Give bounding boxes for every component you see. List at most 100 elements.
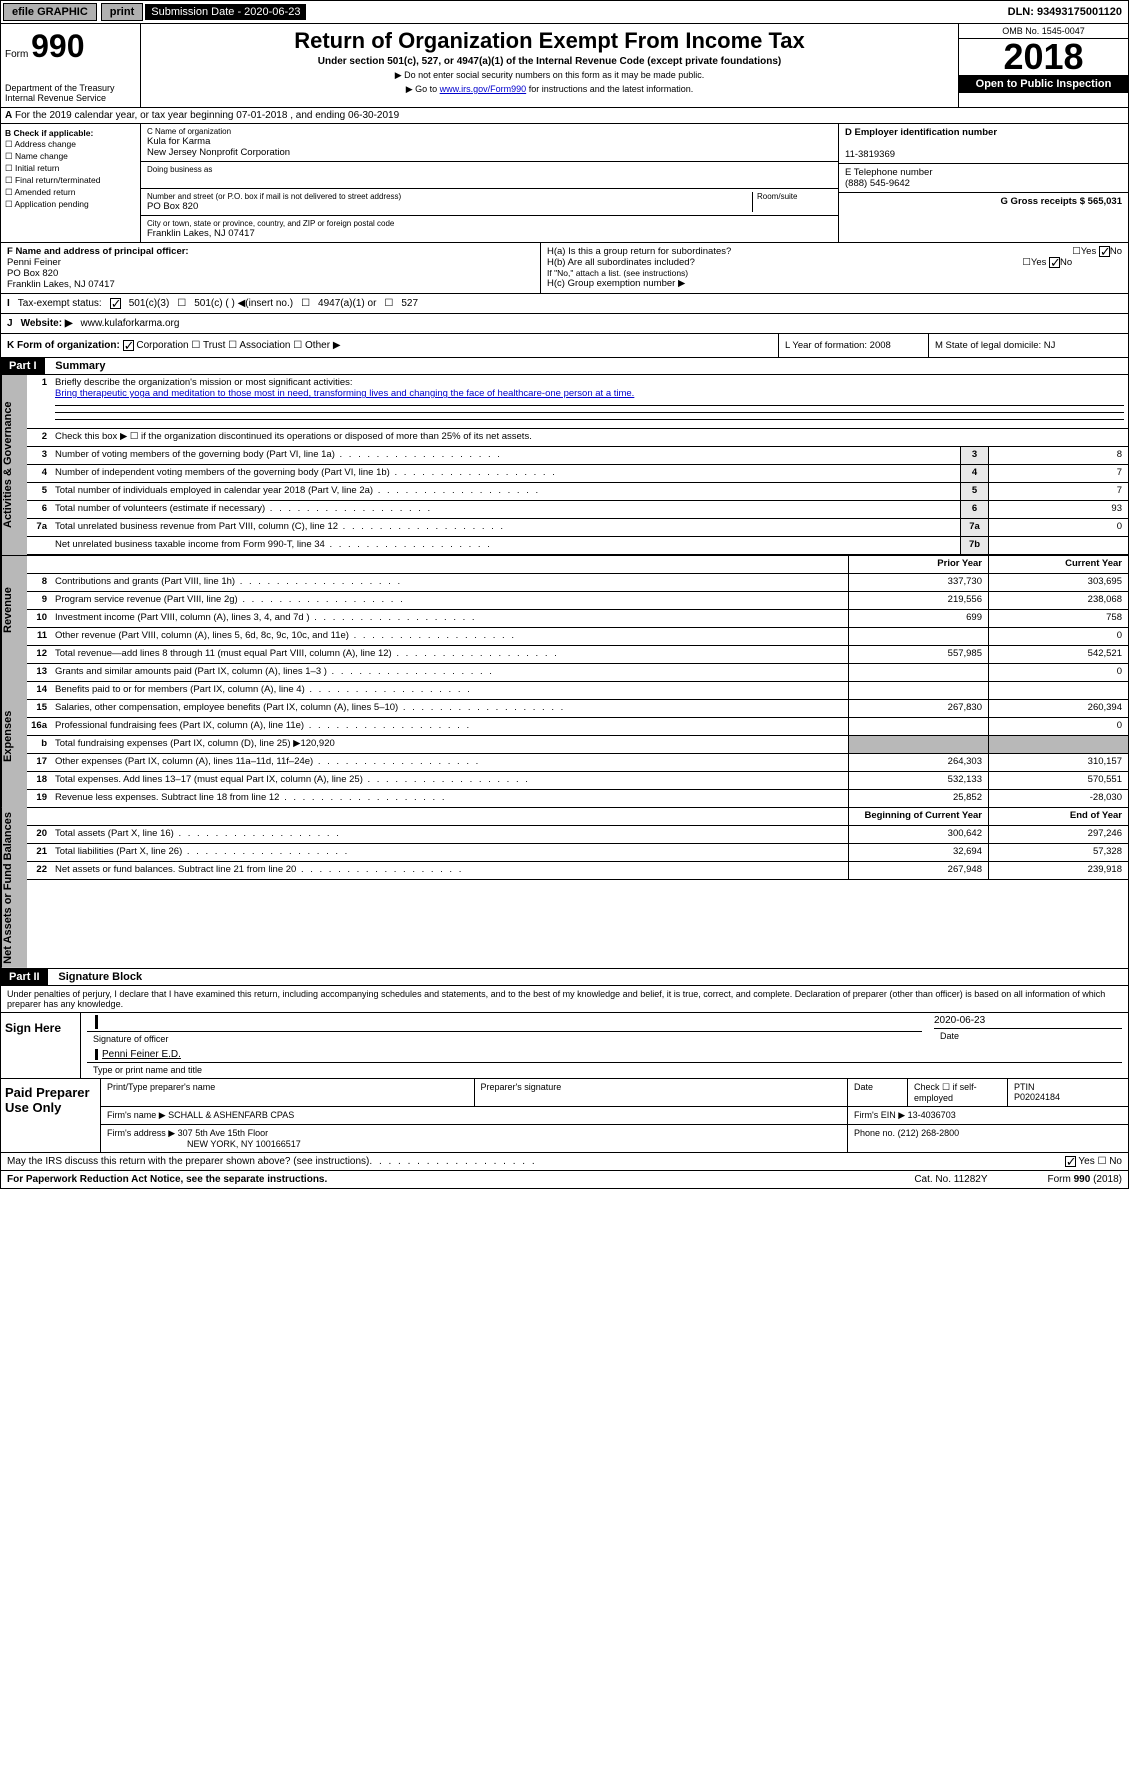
col-d: D Employer identification number 11-38193… [838,124,1128,242]
e-lbl: E Telephone number [845,167,933,178]
ha-no[interactable] [1099,246,1110,257]
officer-row: F Name and address of principal officer:… [0,243,1129,294]
year-formation: L Year of formation: 2008 [778,334,928,357]
footer-l: For Paperwork Reduction Act Notice, see … [7,1174,327,1185]
h-note: If "No," attach a list. (see instruction… [547,268,1122,278]
line-14: 14Benefits paid to or for members (Part … [27,682,1128,700]
line-13: 13Grants and similar amounts paid (Part … [27,664,1128,682]
print-btn[interactable]: print [101,3,143,21]
fphone-lbl: Phone no. [854,1128,895,1138]
dept: Department of the Treasury Internal Reve… [5,83,136,103]
ein: 11-3819369 [845,149,895,160]
faddr: 307 5th Ave 15th Floor [178,1128,268,1138]
firm: SCHALL & ASHENFARB CPAS [168,1110,294,1120]
line-11: 11Other revenue (Part VIII, column (A), … [27,628,1128,646]
org-name2: New Jersey Nonprofit Corporation [147,147,832,158]
mission: Bring therapeutic yoga and meditation to… [55,388,634,399]
s2: Check this box ▶ ☐ if the organization d… [51,429,1128,446]
signer-name: Penni Feiner E.D. [102,1049,181,1060]
discuss: May the IRS discuss this return with the… [7,1156,369,1167]
room-lbl: Room/suite [752,192,832,212]
line-19: 19Revenue less expenses. Subtract line 1… [27,790,1128,808]
section-net: Net Assets or Fund Balances Beginning of… [0,808,1129,969]
sub1: Under section 501(c), 527, or 4947(a)(1)… [145,56,954,67]
k-lbl: K Form of organization: [7,340,120,351]
i-o1: 501(c)(3) [129,298,170,309]
part1-title: Summary [47,358,113,374]
cb-final[interactable]: ☐ Final return/terminated [5,175,136,186]
d-lbl: D Employer identification number [845,127,997,138]
firm-lbl: Firm's name ▶ [107,1110,166,1120]
discuss-yes[interactable] [1065,1156,1076,1167]
line-3: 3Number of voting members of the governi… [27,447,1128,465]
fphone: (212) 268-2800 [898,1128,960,1138]
sig-date: 2020-06-23 [934,1015,985,1026]
line-12: 12Total revenue—add lines 8 through 11 (… [27,646,1128,664]
addr: PO Box 820 [147,201,752,212]
state-domicile: M State of legal domicile: NJ [928,334,1128,357]
irs-link[interactable]: www.irs.gov/Form990 [440,84,527,94]
cb-amended[interactable]: ☐ Amended return [5,187,136,198]
sig-lbl: Signature of officer [87,1032,174,1046]
line-22: 22Net assets or fund balances. Subtract … [27,862,1128,880]
ptin: P02024184 [1014,1092,1060,1102]
col-prior: Prior Year [848,556,988,573]
hb: H(b) Are all subordinates included? [547,257,695,268]
cb-corp[interactable] [123,340,134,351]
line-15: 15Salaries, other compensation, employee… [27,700,1128,718]
topbar: efile GRAPHIC print Submission Date - 20… [0,0,1129,24]
submission-date: Submission Date - 2020-06-23 [145,4,306,20]
side-rev: Revenue [1,556,27,664]
i-o4: 527 [401,298,418,309]
part1-hdr: Part I [1,358,45,374]
sub3: ▶ Go to www.irs.gov/Form990 for instruct… [145,84,954,95]
cb-501c3[interactable] [110,298,121,309]
cb-pending[interactable]: ☐ Application pending [5,199,136,210]
hb-no[interactable] [1049,257,1060,268]
s1a: Briefly describe the organization's miss… [55,377,353,388]
cb-initial[interactable]: ☐ Initial return [5,163,136,174]
k-row: K Form of organization: Corporation ☐ Tr… [0,334,1129,358]
city-lbl: City or town, state or province, country… [147,219,832,228]
discuss-row: May the IRS discuss this return with the… [0,1153,1129,1171]
side-exp: Expenses [1,664,27,808]
tax-year: 2018 [959,39,1128,75]
k-o1: Corporation [136,340,188,351]
city: Franklin Lakes, NJ 07417 [147,228,832,239]
k-o3: Association [239,340,290,351]
part2-title: Signature Block [50,969,150,985]
org-name: Kula for Karma [147,136,832,147]
form-number: 990 [31,28,84,64]
col-b: B Check if applicable: ☐ Address change … [1,124,141,242]
tax-row: I Tax-exempt status: 501(c)(3) ☐ 501(c) … [0,294,1129,314]
cb-address[interactable]: ☐ Address change [5,139,136,150]
line-18: 18Total expenses. Add lines 13–17 (must … [27,772,1128,790]
efile-btn[interactable]: efile GRAPHIC [3,3,97,21]
line-10: 10Investment income (Part VIII, column (… [27,610,1128,628]
row-a-text: For the 2019 calendar year, or tax year … [15,110,399,121]
sub3-pre: ▶ Go to [406,84,440,94]
cb-name[interactable]: ☐ Name change [5,151,136,162]
part1-bar: Part I Summary [0,358,1129,375]
section-governance: Activities & Governance 1Briefly describ… [0,375,1129,555]
i-o3: 4947(a)(1) or [318,298,376,309]
side-net: Net Assets or Fund Balances [1,808,27,968]
sub3-post: for instructions and the latest informat… [529,84,694,94]
line-4: 4Number of independent voting members of… [27,465,1128,483]
website: www.kulaforkarma.org [81,318,180,329]
faddr-lbl: Firm's address ▶ [107,1128,175,1138]
sig-block: Sign Here Signature of officer 2020-06-2… [0,1013,1129,1153]
phone: (888) 545-9642 [845,178,910,189]
paid-h4: Check ☐ if self-employed [908,1079,1008,1106]
ein-lbl: Firm's EIN ▶ [854,1110,905,1120]
paid-h3: Date [848,1079,908,1106]
b-header: B Check if applicable: [5,128,93,138]
paid-h1: Print/Type preparer's name [101,1079,475,1106]
name-lbl: Type or print name and title [87,1063,208,1077]
officer-addr: PO Box 820 [7,268,58,279]
officer-name: Penni Feiner [7,257,61,268]
form-title: Return of Organization Exempt From Incom… [145,28,954,54]
sign-here: Sign Here [1,1013,81,1078]
g-receipts: G Gross receipts $ 565,031 [1001,196,1122,207]
line-7a: 7aTotal unrelated business revenue from … [27,519,1128,537]
